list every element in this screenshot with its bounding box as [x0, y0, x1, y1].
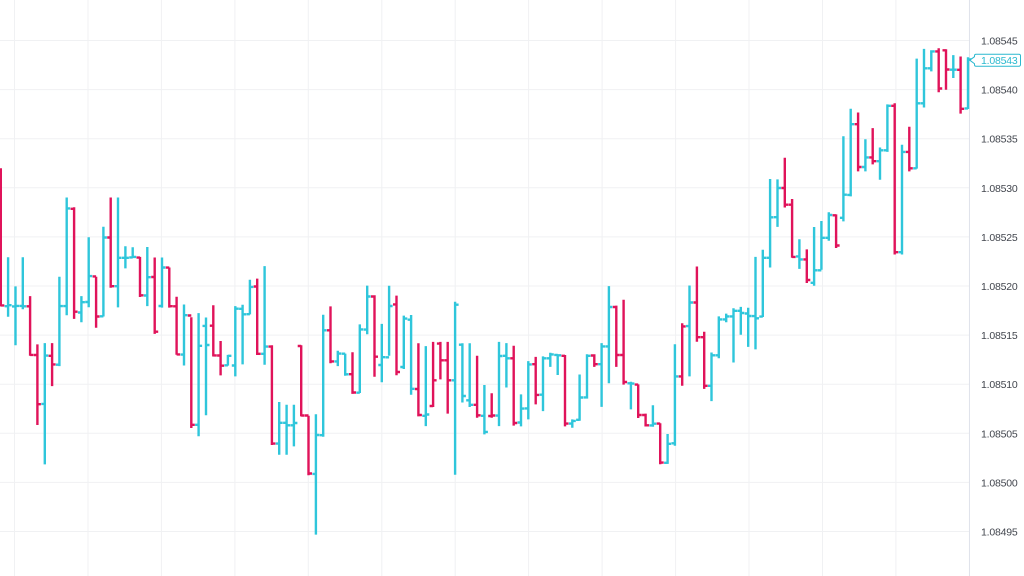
- svg-text:1.08543: 1.08543: [981, 55, 1018, 67]
- svg-text:1.08540: 1.08540: [981, 85, 1018, 97]
- svg-text:1.08545: 1.08545: [981, 36, 1018, 48]
- svg-text:1.08535: 1.08535: [981, 134, 1018, 146]
- svg-text:1.08505: 1.08505: [981, 428, 1018, 440]
- svg-text:1.08520: 1.08520: [981, 281, 1018, 293]
- svg-text:1.08515: 1.08515: [981, 330, 1018, 342]
- svg-text:1.08500: 1.08500: [981, 477, 1018, 489]
- svg-text:1.08510: 1.08510: [981, 379, 1018, 391]
- svg-text:1.08495: 1.08495: [981, 527, 1018, 539]
- svg-text:1.08525: 1.08525: [981, 232, 1018, 244]
- svg-text:1.08530: 1.08530: [981, 183, 1018, 195]
